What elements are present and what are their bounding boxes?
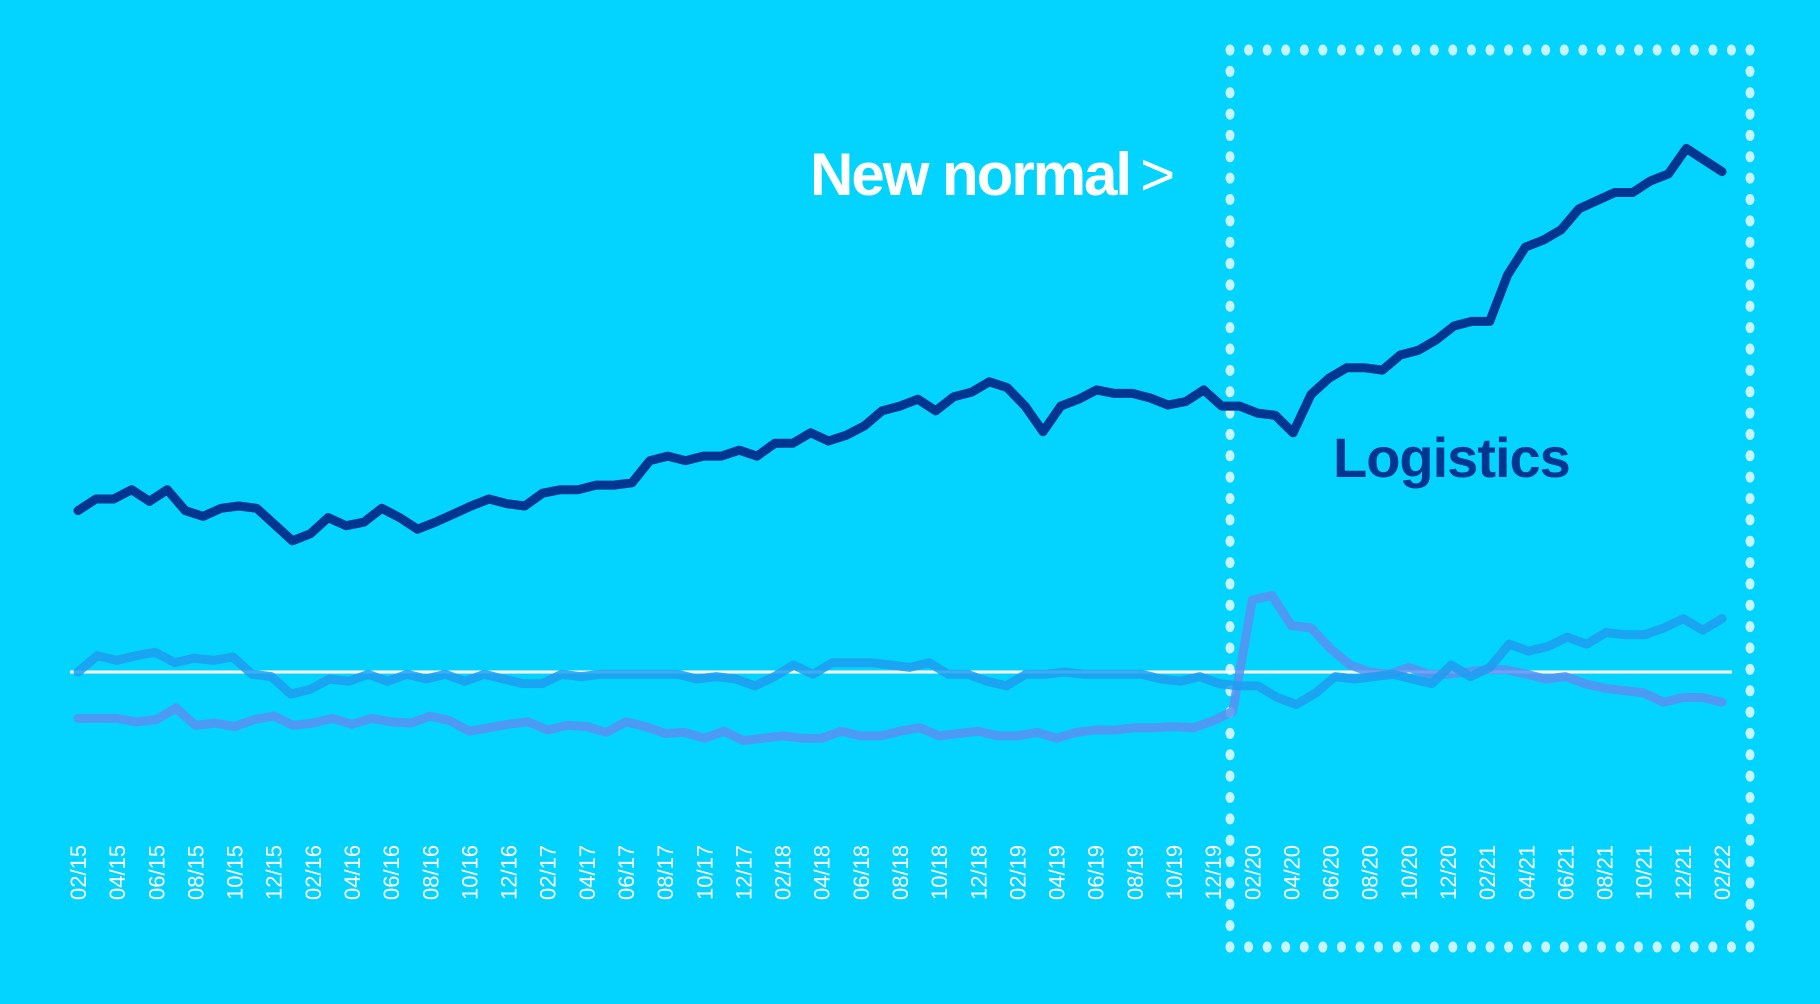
series-line-logistics	[73, 143, 1727, 546]
x-tick-label: 06/18	[849, 845, 874, 900]
x-tick-label: 10/20	[1397, 845, 1422, 900]
x-tick-label: 06/15	[144, 845, 169, 900]
x-tick-label: 10/21	[1632, 845, 1657, 900]
x-tick-label: 02/21	[1475, 845, 1500, 900]
x-tick-label: 02/18	[771, 845, 796, 900]
logistics-series-label: Logistics	[1333, 426, 1571, 489]
x-tick-label: 12/20	[1436, 845, 1461, 900]
x-tick-label: 02/19	[1005, 845, 1030, 900]
x-tick-label: 02/20	[1240, 845, 1265, 900]
x-tick-label: 08/16	[418, 845, 443, 900]
x-tick-label: 12/16	[497, 845, 522, 900]
x-tick-label: 04/15	[105, 845, 130, 900]
x-axis-tick-labels: 02/15 04/15 06/15 08/15 10/15 12/15 02/16 04/16…	[66, 845, 1735, 900]
x-tick-label: 10/19	[1162, 845, 1187, 900]
x-tick-label: 12/19	[1201, 845, 1226, 900]
x-tick-label: 02/15	[66, 845, 91, 900]
x-tick-label: 04/20	[1279, 845, 1304, 900]
x-tick-label: 02/17	[536, 845, 561, 900]
x-tick-label: 02/22	[1710, 845, 1735, 900]
x-tick-label: 08/18	[888, 845, 913, 900]
x-tick-label: 06/20	[1319, 845, 1344, 900]
chevron-right-icon: >	[1140, 141, 1175, 208]
new-normal-annotation: New normal >	[810, 140, 1175, 209]
x-tick-label: 02/16	[301, 845, 326, 900]
x-tick-label: 10/16	[457, 845, 482, 900]
x-tick-label: 12/18	[966, 845, 991, 900]
x-tick-label: 06/16	[379, 845, 404, 900]
x-tick-label: 10/15	[223, 845, 248, 900]
x-tick-label: 12/21	[1671, 845, 1696, 900]
x-tick-label: 04/16	[340, 845, 365, 900]
x-tick-label: 08/21	[1593, 845, 1618, 900]
x-tick-label: 04/19	[1045, 845, 1070, 900]
new-normal-highlight-box	[1225, 44, 1755, 953]
x-tick-label: 06/21	[1553, 845, 1578, 900]
series-lines	[73, 143, 1727, 745]
x-tick-label: 08/17	[653, 845, 678, 900]
series-line-series-2	[73, 614, 1727, 709]
x-tick-label: 12/17	[731, 845, 756, 900]
x-tick-label: 10/18	[927, 845, 952, 900]
x-tick-label: 04/17	[575, 845, 600, 900]
x-tick-label: 08/15	[183, 845, 208, 900]
x-tick-label: 12/15	[262, 845, 287, 900]
x-tick-label: 04/18	[810, 845, 835, 900]
x-tick-label: 08/19	[1123, 845, 1148, 900]
x-tick-label: 06/19	[1084, 845, 1109, 900]
x-tick-label: 08/20	[1358, 845, 1383, 900]
x-tick-label: 10/17	[692, 845, 717, 900]
x-tick-label: 06/17	[614, 845, 639, 900]
x-tick-label: 04/21	[1514, 845, 1539, 900]
new-normal-label: New normal	[810, 141, 1132, 208]
